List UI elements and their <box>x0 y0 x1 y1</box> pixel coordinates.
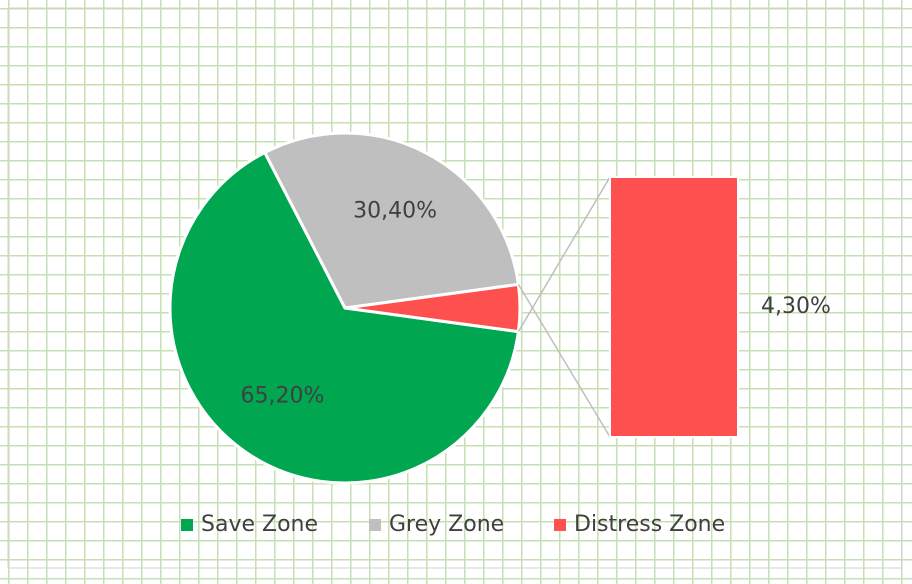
pie-slice <box>262 131 521 310</box>
data-label: 4,30% <box>761 294 831 319</box>
split-bar <box>609 176 739 438</box>
legend-label: Distress Zone <box>574 512 725 537</box>
connector-line <box>517 176 611 332</box>
legend-label: Grey Zone <box>389 512 504 537</box>
chart-frame <box>7 7 903 569</box>
legend-swatch <box>554 519 566 531</box>
connector-line <box>517 284 611 438</box>
data-label: 30,40% <box>353 199 437 224</box>
legend-swatch <box>369 519 381 531</box>
pie-slice <box>168 150 521 485</box>
legend-label: Save Zone <box>201 512 318 537</box>
legend-swatch <box>181 519 193 531</box>
data-label: 65,20% <box>240 384 324 409</box>
